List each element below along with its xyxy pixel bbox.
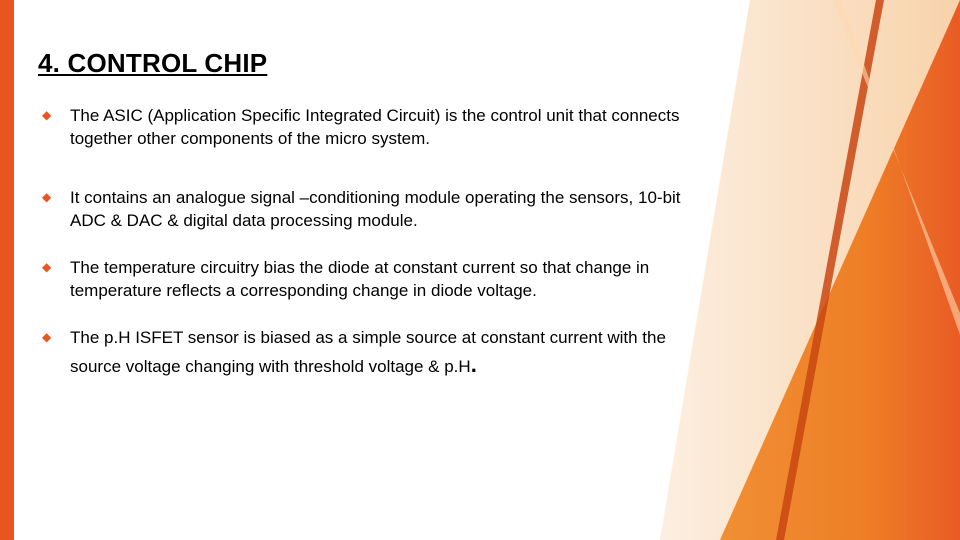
bullet-text: The p.H ISFET sensor is biased as a simp… — [70, 328, 666, 376]
bullet-list: The ASIC (Application Specific Integrate… — [38, 105, 740, 379]
left-accent-strip — [0, 0, 14, 540]
bullet-item: The p.H ISFET sensor is biased as a simp… — [38, 327, 710, 380]
bullet-text: The temperature circuitry bias the diode… — [70, 258, 649, 300]
slide: 4. CONTROL CHIP The ASIC (Application Sp… — [0, 0, 960, 540]
bullet-item: The temperature circuitry bias the diode… — [38, 257, 710, 303]
bullet-text: It contains an analogue signal –conditio… — [70, 188, 681, 230]
bullet-period: . — [471, 352, 477, 377]
bullet-text: The ASIC (Application Specific Integrate… — [70, 106, 679, 148]
bullet-item: It contains an analogue signal –conditio… — [38, 187, 710, 233]
bullet-item: The ASIC (Application Specific Integrate… — [38, 105, 710, 151]
content-area: 4. CONTROL CHIP The ASIC (Application Sp… — [38, 48, 740, 403]
slide-title: 4. CONTROL CHIP — [38, 48, 740, 79]
